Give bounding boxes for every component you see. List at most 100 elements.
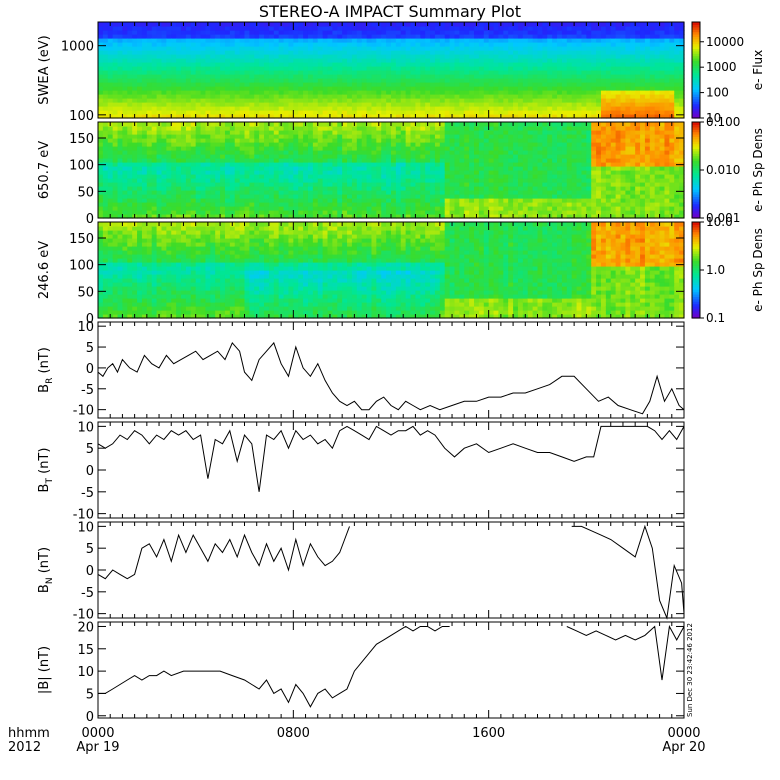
heat-cell (488, 70, 495, 75)
heat-cell (234, 46, 241, 51)
heat-cell (400, 154, 407, 159)
heat-cell (327, 58, 333, 63)
heat-cell (151, 90, 158, 95)
heat-cell (356, 202, 363, 207)
heat-cell (434, 154, 441, 159)
heat-cell (640, 106, 646, 111)
heat-cell (185, 174, 192, 179)
heat-cell (112, 46, 119, 51)
heat-cell (542, 46, 548, 51)
heat-cell (171, 74, 177, 79)
heat-cell (166, 86, 172, 91)
heat-cell (669, 98, 675, 103)
heat-cell (420, 94, 426, 99)
heat-cell (537, 66, 543, 71)
heat-cell (283, 186, 290, 191)
heat-cell (215, 94, 221, 99)
heat-cell (190, 134, 197, 139)
heat-cell (351, 162, 358, 167)
heat-cell (249, 170, 255, 175)
heat-cell (317, 62, 324, 67)
heat-cell (430, 134, 436, 139)
heat-cell (386, 206, 392, 211)
heat-cell (644, 78, 651, 83)
heat-cell (542, 66, 548, 71)
heat-cell (537, 70, 543, 75)
heat-cell (127, 138, 133, 143)
heat-cell (430, 154, 436, 159)
heat-cell (576, 34, 583, 39)
heat-cell (127, 74, 133, 79)
heat-cell (239, 86, 246, 91)
heat-cell (332, 194, 338, 199)
heat-cell (244, 166, 250, 171)
heat-cell (161, 102, 167, 107)
heat-cell (371, 150, 377, 155)
heat-cell (591, 110, 597, 115)
heat-cell (488, 142, 495, 147)
heat-cell (483, 182, 490, 187)
heat-cell (161, 86, 167, 91)
heat-cell (224, 82, 231, 87)
heat-cell (268, 174, 275, 179)
heat-cell (298, 82, 304, 87)
heat-cell (410, 38, 417, 43)
heat-cell (244, 174, 250, 179)
heat-cell (244, 130, 250, 135)
heat-cell (307, 22, 314, 27)
heat-cell (171, 186, 177, 191)
heat-cell (547, 30, 553, 35)
colorbar-swatch (692, 24, 700, 28)
heat-cell (464, 134, 470, 139)
heat-cell (293, 114, 299, 119)
heat-cell (449, 90, 456, 95)
heat-cell (107, 134, 114, 139)
heat-cell (371, 38, 377, 43)
heat-cell (444, 26, 451, 31)
heat-cell (156, 54, 163, 59)
heat-cell (420, 178, 426, 183)
heat-cell (171, 30, 177, 35)
heat-cell (478, 122, 485, 127)
heat-cell (224, 186, 231, 191)
heat-cell (249, 174, 255, 179)
heat-cell (415, 98, 421, 103)
heat-cell (444, 198, 451, 203)
heat-cell (576, 78, 583, 83)
heat-cell (474, 42, 480, 47)
heat-cell (244, 98, 250, 103)
heat-cell (254, 102, 260, 107)
heat-cell (151, 186, 158, 191)
heat-cell (161, 50, 167, 55)
heat-cell (264, 126, 270, 131)
heat-cell (146, 162, 153, 167)
heat-cell (459, 26, 465, 31)
heat-cell (566, 82, 573, 87)
heat-cell (161, 182, 167, 187)
heat-cell (117, 102, 124, 107)
heat-cell (98, 22, 104, 27)
heat-cell (312, 78, 319, 83)
heat-cell (268, 186, 275, 191)
heat-cell (264, 34, 270, 39)
heat-cell (566, 46, 573, 51)
heat-cell (210, 202, 216, 207)
heat-cell (439, 42, 446, 47)
heat-cell (454, 86, 460, 91)
heat-cell (234, 130, 241, 135)
heat-cell (239, 122, 246, 127)
heat-cell (444, 54, 451, 59)
heat-cell (469, 98, 475, 103)
heat-cell (386, 182, 392, 187)
heat-cell (307, 154, 314, 159)
heat-cell (171, 138, 177, 143)
heat-cell (298, 158, 304, 163)
heat-cell (171, 214, 177, 219)
heat-cell (508, 70, 514, 75)
heat-cell (195, 214, 202, 219)
heat-cell (537, 34, 543, 39)
heat-cell (469, 82, 475, 87)
heat-cell (200, 126, 207, 131)
heat-cell (122, 126, 128, 131)
heat-cell (156, 134, 163, 139)
